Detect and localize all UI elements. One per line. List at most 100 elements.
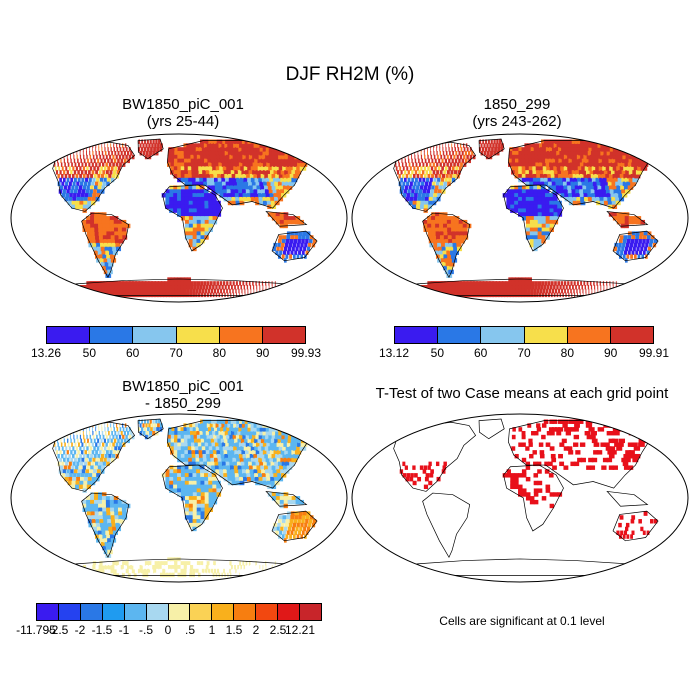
panel-2-title-line1: 1850_299 [483, 96, 551, 113]
coastline-australia [271, 230, 318, 262]
map-panel-control [10, 133, 348, 303]
colorbar-swatch [395, 327, 439, 343]
colorbar-swatch [133, 327, 177, 343]
colorbar-swatch [190, 604, 213, 620]
panel-4-title: T-Test of two Case means at each grid po… [352, 385, 692, 402]
colorbar-swatch [80, 604, 103, 620]
map-cells [52, 418, 318, 578]
coastline-samerica [81, 212, 130, 279]
coastline-namerica [393, 141, 477, 212]
coastline-greenland [478, 418, 505, 440]
coastline-africa [162, 464, 223, 532]
coastline-australia [612, 510, 659, 542]
colorbar-swatch [124, 604, 147, 620]
coastline-antarctica [75, 558, 289, 576]
coastline-antarctica [416, 278, 630, 296]
colorbar-tick-label: 99.91 [638, 346, 670, 360]
coastline-antarctica [416, 558, 630, 576]
colorbar-tick-label: 90 [603, 346, 618, 360]
panel-3-title-line1: BW1850_piC_001 [122, 378, 244, 395]
map-panel-difference [10, 413, 348, 583]
colorbar-swatch [481, 327, 525, 343]
colorbar-swatch [262, 327, 306, 343]
colorbar-tick-label: 1 [208, 623, 216, 637]
colorbar-swatch [58, 604, 81, 620]
coastline-samerica [422, 492, 471, 559]
panel-1-title: BW1850_piC_001 (yrs 25-44) [18, 96, 348, 130]
panel-2-title-line2: (yrs 243-262) [472, 113, 562, 130]
panel-2-title: 1850_299 (yrs 243-262) [352, 96, 682, 130]
coastline-greenland [137, 138, 164, 160]
colorbar-tick-label: 50 [82, 346, 97, 360]
colorbar-experiment-labels: 13.12 50 60 70 80 90 99.91 [379, 346, 669, 362]
colorbar-tick-label: 80 [560, 346, 575, 360]
panel-3-title-line2: - 1850_299 [145, 395, 221, 412]
map-frame [10, 413, 348, 583]
colorbar-tick-label: 0 [164, 623, 172, 637]
colorbar-swatch [256, 604, 279, 620]
map-frame [351, 413, 689, 583]
colorbar-difference-labels: -11.795 -2.5 -2 -1.5 -1 -.5 0 .5 1 1.5 2 2.5 12.21 [16, 623, 322, 639]
colorbar-control [46, 326, 306, 344]
colorbar-tick-label: 70 [169, 346, 183, 360]
panel-3-title: BW1850_piC_001 - 1850_299 [18, 378, 348, 412]
colorbar-swatch [278, 604, 301, 620]
colorbar-difference [36, 603, 322, 621]
colorbar-tick-label: -11.795 [16, 623, 56, 637]
colorbar-swatch [567, 327, 611, 343]
coastline-africa [503, 184, 564, 252]
colorbar-tick-label: 99.93 [290, 346, 322, 360]
colorbar-tick-label: -2 [74, 623, 86, 637]
colorbar-experiment [394, 326, 654, 344]
coastline-australia [271, 510, 318, 542]
colorbar-tick-label: 70 [517, 346, 531, 360]
colorbar-swatch [219, 327, 263, 343]
coastline-seasia [606, 490, 649, 507]
colorbar-swatch [524, 327, 568, 343]
colorbar-tick-label: 90 [255, 346, 270, 360]
colorbar-tick-label: 2 [252, 623, 260, 637]
colorbar-swatch [234, 604, 257, 620]
colorbar-swatch [176, 327, 220, 343]
map-cells [393, 418, 659, 576]
coastline-africa [162, 184, 223, 252]
colorbar-tick-label: 60 [125, 346, 140, 360]
colorbar-tick-label: 2.5 [269, 623, 287, 637]
colorbar-tick-label: 80 [212, 346, 227, 360]
coastline-seasia [265, 490, 308, 507]
colorbar-tick-label: 1.5 [225, 623, 243, 637]
colorbar-swatch [102, 604, 125, 620]
colorbar-swatch [146, 604, 169, 620]
map-frame [351, 133, 689, 303]
coastline-seasia [265, 210, 308, 227]
figure-title: DJF RH2M (%) [285, 64, 415, 85]
colorbar-tick-label: 60 [473, 346, 488, 360]
colorbar-control-labels: 13.26 50 60 70 80 90 99.93 [31, 346, 321, 362]
coastline-seasia [606, 210, 649, 227]
map-frame [10, 133, 348, 303]
coastline-samerica [81, 492, 130, 559]
coastline-samerica [422, 212, 471, 279]
significance-note: Cells are significant at 0.1 level [439, 614, 605, 628]
map-cells [393, 138, 659, 298]
colorbar-tick-label: 50 [430, 346, 445, 360]
map-panel-experiment [351, 133, 689, 303]
coastline-greenland [478, 138, 505, 160]
coastline-namerica [52, 421, 136, 492]
colorbar-swatch [37, 604, 59, 620]
coastline-africa [503, 464, 564, 532]
panel-1-title-line1: BW1850_piC_001 [122, 96, 244, 113]
coastline-namerica [393, 421, 477, 492]
panel-1-title-line2: (yrs 25-44) [146, 113, 220, 130]
colorbar-tick-label: -1 [118, 623, 130, 637]
colorbar-swatch [168, 604, 191, 620]
map-cells [52, 138, 318, 298]
map-panel-ttest [351, 413, 689, 583]
coastline-australia [612, 230, 659, 262]
colorbar-tick-label: 13.26 [30, 346, 62, 360]
colorbar-swatch [438, 327, 482, 343]
colorbar-tick-label: -2.5 [47, 623, 69, 637]
colorbar-swatch [47, 327, 91, 343]
coastline-greenland [137, 418, 164, 440]
colorbar-swatch [90, 327, 134, 343]
